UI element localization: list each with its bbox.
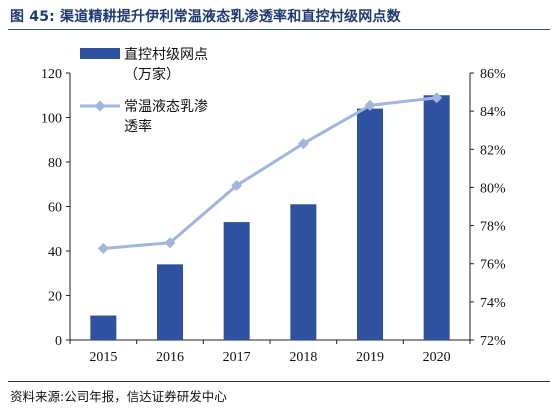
legend-bar-swatch — [80, 48, 120, 59]
bar-series — [90, 95, 450, 340]
x-tick-label: 2019 — [356, 350, 384, 365]
x-tick-label: 2018 — [289, 350, 317, 365]
x-tick-label: 2020 — [423, 350, 451, 365]
bar-2017 — [223, 222, 250, 340]
line-point-2018 — [297, 138, 309, 150]
line-point-2015 — [97, 242, 109, 254]
line-point-2016 — [164, 237, 176, 249]
bar-2020 — [423, 95, 450, 340]
left-tick-label: 60 — [48, 201, 62, 216]
right-tick-label: 76% — [480, 258, 506, 273]
bar-2018 — [290, 204, 317, 340]
legend-bar-label: 直控村级网点 — [124, 46, 208, 63]
penetration-line — [103, 96, 437, 250]
legend-line-label: 常温液态乳渗 — [124, 99, 208, 115]
axes: 0 20 40 60 80 100 120 72% 74% 76% 78% 80% 82% 84% 86% 2… — [41, 67, 506, 365]
source-divider — [8, 381, 550, 382]
legend: 直控村级网点 （万家） 常温液态乳渗透率 — [80, 46, 208, 135]
left-tick-label: 0 — [55, 334, 62, 349]
right-tick-label: 84% — [480, 105, 506, 120]
line-point-2019 — [364, 99, 376, 111]
source-note: 资料来源:公司年报，信达证券研发中心 — [10, 389, 227, 404]
right-tick-label: 86% — [480, 67, 506, 82]
left-tick-label: 100 — [41, 112, 62, 127]
left-tick-label: 80 — [48, 156, 62, 171]
right-tick-label: 78% — [480, 220, 506, 235]
line-series — [97, 92, 443, 254]
right-tick-label: 80% — [480, 181, 506, 196]
chart-title: 图 45: 渠道精耕提升伊利常温液态乳渗透率和直控村级网点数 — [10, 9, 401, 25]
title-divider — [8, 29, 550, 30]
line-point-2020 — [431, 92, 443, 104]
combo-chart: 0 20 40 60 80 100 120 72% 74% 76% 78% 80% 82% 84% 86% 2… — [41, 46, 506, 365]
right-tick-label: 82% — [480, 143, 506, 158]
bar-2015 — [90, 315, 117, 340]
right-tick-label: 72% — [480, 334, 506, 349]
x-tick-label: 2017 — [223, 350, 251, 365]
x-tick-label: 2016 — [156, 350, 184, 365]
legend-bar-label: （万家） — [124, 66, 180, 83]
bar-2019 — [357, 108, 383, 340]
left-tick-label: 40 — [48, 245, 62, 260]
bar-2016 — [157, 264, 183, 340]
x-tick-label: 2015 — [89, 350, 117, 365]
left-tick-label: 120 — [41, 67, 62, 82]
line-point-2017 — [231, 180, 243, 192]
right-tick-label: 74% — [480, 296, 506, 311]
legend-line-label: 透率 — [124, 118, 152, 135]
left-tick-label: 20 — [48, 290, 62, 305]
legend-line-marker — [94, 100, 106, 112]
